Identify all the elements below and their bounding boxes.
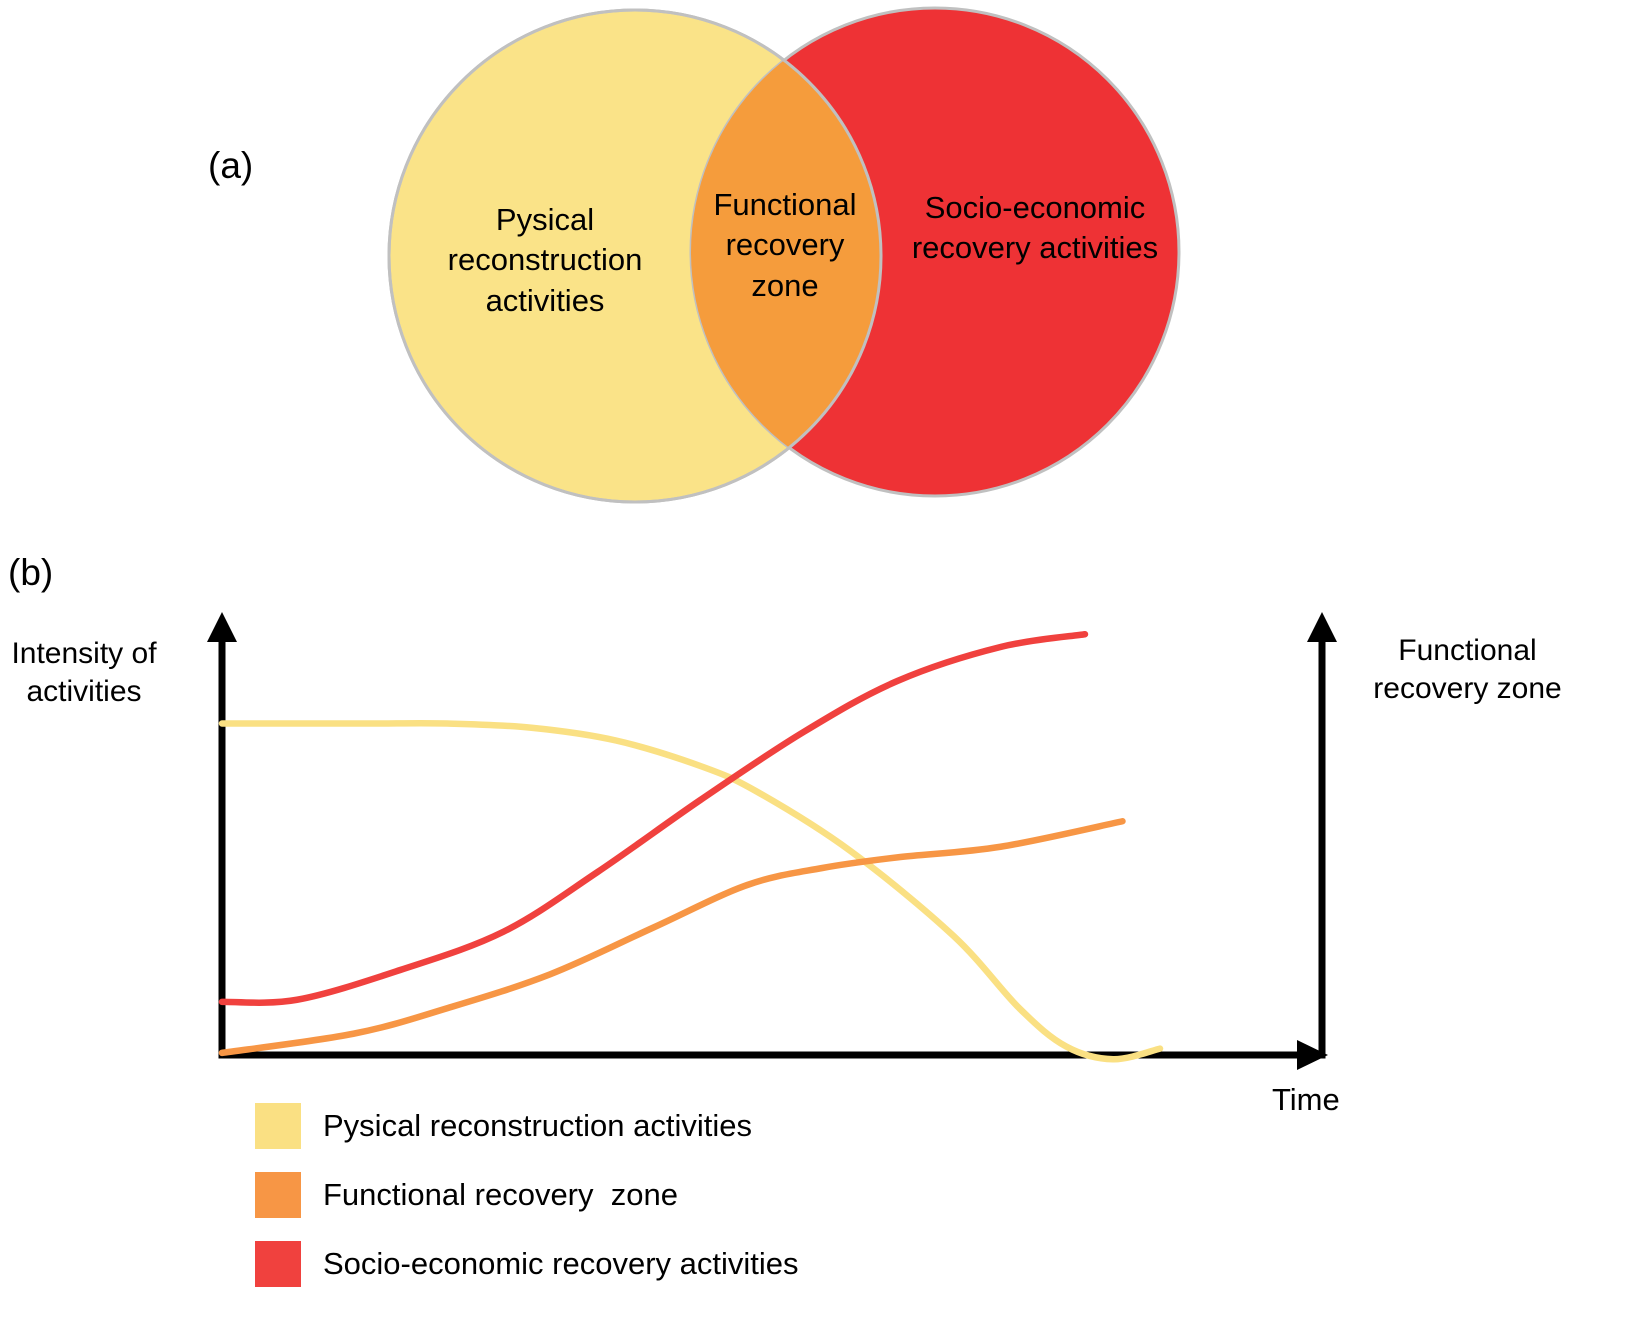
left-axis-label: Intensity of activities (11, 637, 157, 708)
panel-b-label: (b) (8, 552, 54, 593)
legend-item-socioeconomic: Socio-economic recovery activities (255, 1241, 799, 1287)
legend-label-physical: Pysical reconstruction activities (323, 1108, 752, 1143)
legend-label-socioeconomic: Socio-economic recovery activities (323, 1246, 799, 1281)
x-axis-label: Time (1272, 1082, 1340, 1117)
venn-label-physical: Pysical reconstruction activities (447, 202, 643, 318)
x-axis-arrow (1297, 1040, 1328, 1070)
venn-label-socioeconomic: Socio-economic recovery activities (911, 190, 1159, 266)
legend-swatch-functional (255, 1172, 301, 1218)
legend-item-functional: Functional recovery zone (255, 1172, 799, 1218)
venn-circle-outline (387, 8, 883, 504)
venn-overlap-region (691, 10, 881, 496)
curves-group (218, 631, 1164, 1063)
right-axis-label: Functional recovery zone (1373, 634, 1562, 705)
legend-item-physical: Pysical reconstruction activities (255, 1103, 799, 1149)
panel-a-label: (a) (208, 145, 254, 186)
left-y-axis-arrow (207, 612, 237, 642)
legend-label-functional: Functional recovery zone (323, 1177, 678, 1212)
curve-physical-reconstruction (218, 719, 1164, 1063)
curve-functional-recovery (218, 818, 1126, 1057)
legend-swatch-socioeconomic (255, 1241, 301, 1287)
line-chart (207, 612, 1337, 1070)
venn-diagram (387, 6, 1181, 504)
legend: Pysical reconstruction activities Functi… (255, 1103, 799, 1287)
legend-swatch-physical (255, 1103, 301, 1149)
venn-label-overlap: Functional recovery zone (713, 187, 857, 303)
curve-socio-economic-recovery (218, 631, 1089, 1006)
right-y-axis-arrow (1307, 612, 1337, 642)
